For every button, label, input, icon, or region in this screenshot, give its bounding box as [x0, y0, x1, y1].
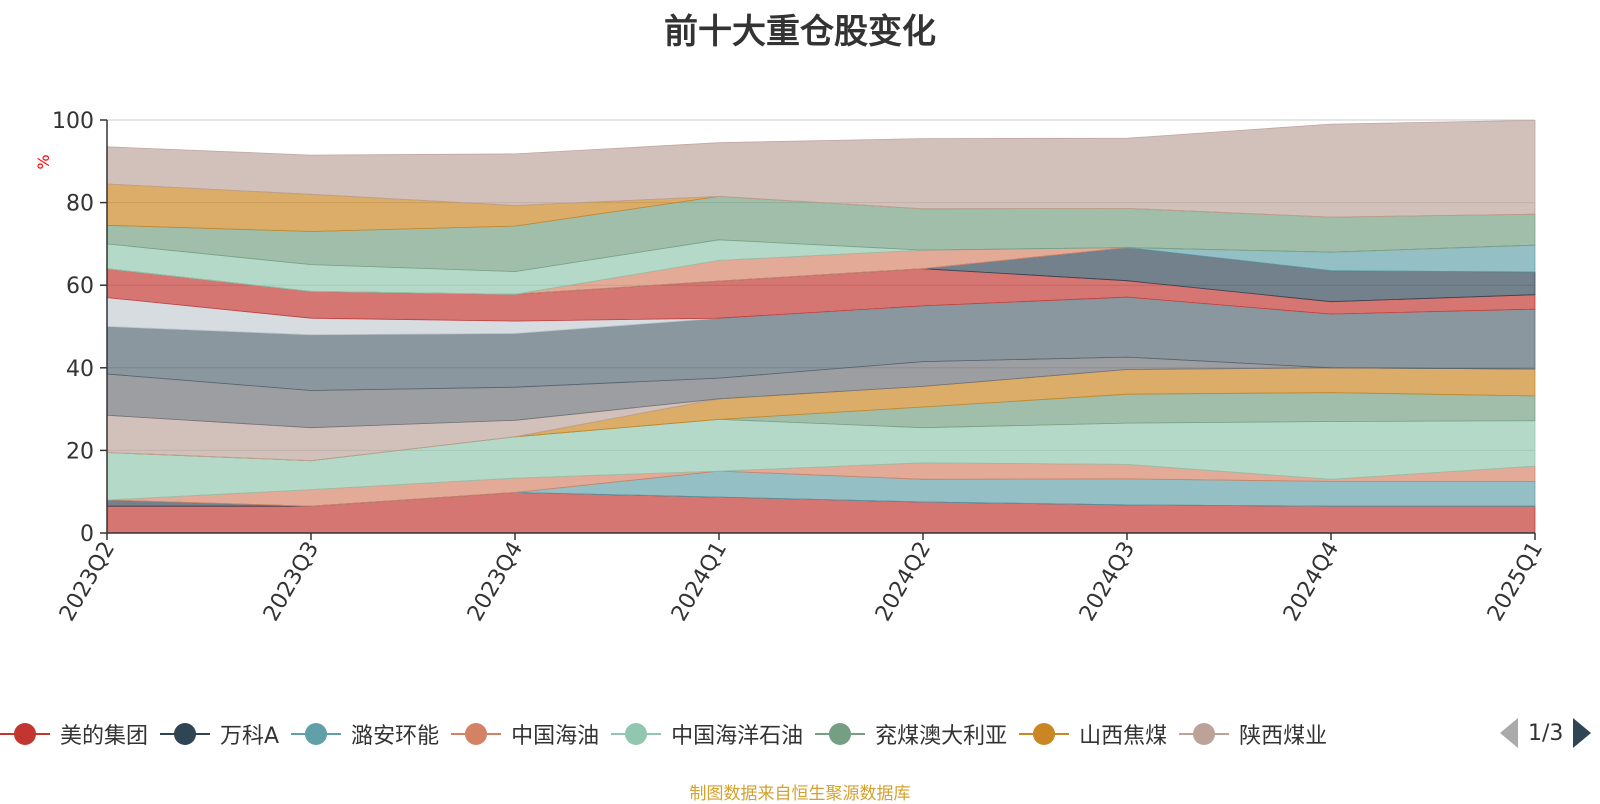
legend-marker-icon — [160, 723, 211, 745]
legend-marker-icon — [0, 723, 50, 745]
legend-item-5[interactable]: 兖煤澳大利亚 — [815, 718, 1007, 750]
x-tick-label-2025Q1: 2025Q1 — [1483, 538, 1548, 626]
legend-label: 兖煤澳大利亚 — [875, 724, 1008, 749]
legend-item-2[interactable]: 潞安环能 — [291, 718, 439, 750]
legend-item-6[interactable]: 山西焦煤 — [1019, 718, 1167, 750]
legend-marker-icon — [1019, 723, 1070, 745]
data-source-note: 制图数据来自恒生聚源数据库 — [689, 784, 911, 804]
legend-pager: 1/3 — [1500, 718, 1592, 748]
legend-item-4[interactable]: 中国海洋石油 — [611, 718, 803, 750]
x-tick-label-2024Q4: 2024Q4 — [1279, 538, 1344, 626]
legend-item-0[interactable]: 美的集团 — [0, 718, 148, 750]
x-tick-label-2023Q2: 2023Q2 — [55, 538, 120, 626]
y-tick-label-40: 40 — [66, 357, 94, 382]
y-tick-label-80: 80 — [66, 192, 94, 217]
legend-label: 陕西煤业 — [1239, 724, 1328, 749]
pager-next-icon[interactable] — [1573, 718, 1592, 748]
y-tick-label-100: 100 — [52, 109, 94, 134]
legend-label: 中国海洋石油 — [671, 724, 804, 749]
legend-marker-icon — [451, 723, 502, 745]
legend-label: 万科A — [220, 724, 280, 749]
legend-label: 美的集团 — [60, 724, 149, 749]
legend-item-7[interactable]: 陕西煤业 — [1179, 718, 1327, 750]
legend-marker-icon — [611, 723, 662, 745]
stacked-areas — [106, 119, 1536, 534]
legend-label: 潞安环能 — [351, 724, 440, 749]
x-tick-label-2024Q1: 2024Q1 — [667, 538, 732, 626]
legend-label: 中国海油 — [511, 724, 600, 749]
x-tick-label-2023Q4: 2023Q4 — [463, 538, 528, 626]
y-axis-label: % — [34, 154, 53, 169]
legend-item-1[interactable]: 万科A — [160, 718, 279, 750]
x-tick-label-2023Q3: 2023Q3 — [259, 538, 324, 626]
legend-label: 山西焦煤 — [1079, 724, 1168, 749]
x-tick-label-2024Q3: 2024Q3 — [1075, 538, 1140, 626]
y-tick-label-60: 60 — [66, 274, 94, 299]
pager-prev-icon[interactable] — [1500, 718, 1518, 748]
legend-item-3[interactable]: 中国海油 — [451, 718, 599, 750]
legend-marker-icon — [291, 723, 342, 745]
legend-marker-icon — [1179, 723, 1230, 745]
y-tick-label-20: 20 — [66, 439, 94, 464]
legend: 美的集团 万科A 潞安环能 中国海油 中国海洋石油 兖煤澳大利亚 山西焦煤 陕西煤业 — [0, 716, 1339, 752]
x-tick-label-2024Q2: 2024Q2 — [871, 538, 936, 626]
legend-marker-icon — [815, 723, 866, 745]
area-series-18 — [106, 119, 1536, 218]
chart-title: 前十大重仓股变化 — [664, 12, 936, 52]
pager-page-indicator: 1/3 — [1528, 720, 1564, 746]
y-tick-label-0: 0 — [80, 522, 94, 547]
